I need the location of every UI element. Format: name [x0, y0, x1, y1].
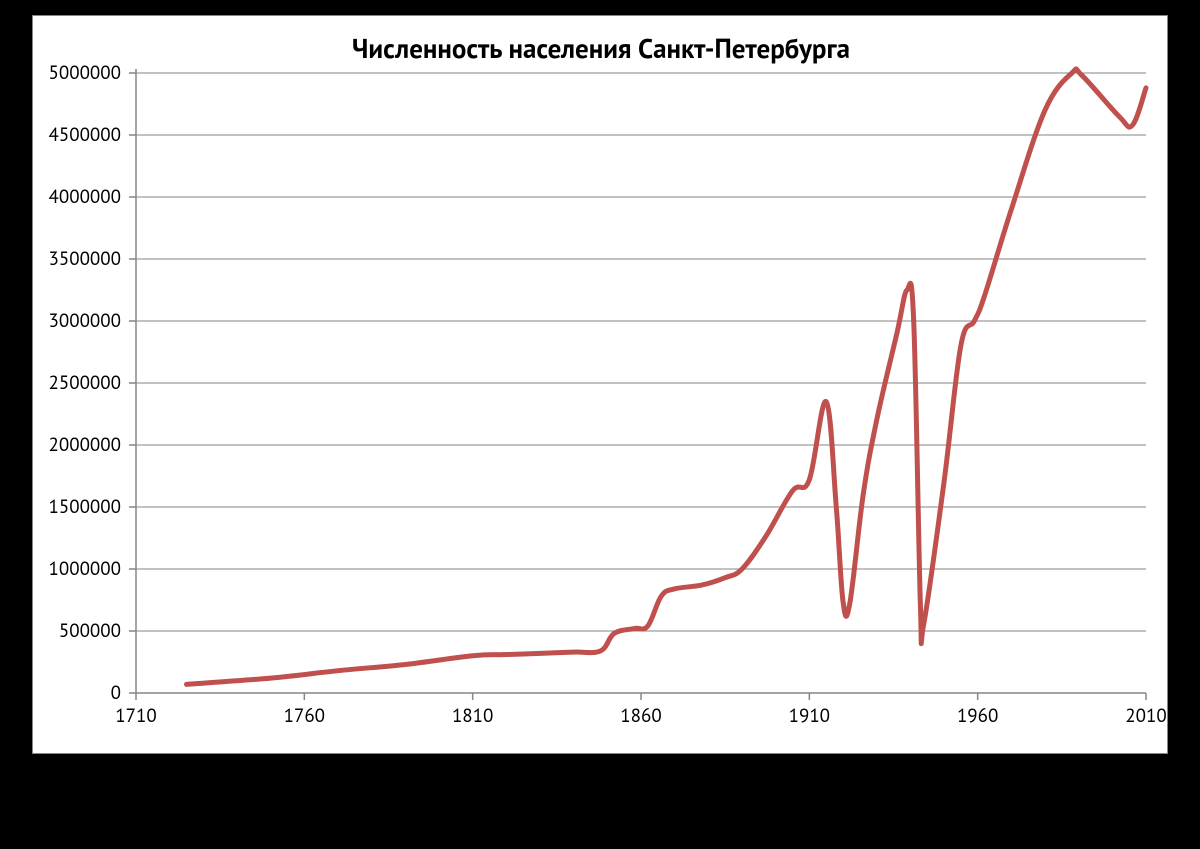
y-tick-label: 3000000 — [49, 309, 122, 333]
y-tick-label: 3500000 — [49, 247, 122, 271]
x-tick-label: 2010 — [1121, 704, 1171, 728]
y-tick-label: 2500000 — [49, 371, 122, 395]
chart-plot — [33, 16, 1169, 755]
y-tick-label: 1000000 — [49, 557, 122, 581]
x-tick-label: 1860 — [616, 704, 666, 728]
x-tick-label: 1810 — [448, 704, 498, 728]
y-tick-label: 1500000 — [49, 495, 122, 519]
y-tick-label: 500000 — [59, 619, 121, 643]
y-tick-label: 5000000 — [49, 61, 122, 85]
y-tick-label: 4500000 — [49, 123, 122, 147]
y-tick-label: 0 — [111, 681, 121, 705]
chart-panel: Численность населения Санкт-Петербурга 0… — [32, 15, 1168, 754]
y-tick-label: 2000000 — [49, 433, 122, 457]
y-tick-label: 4000000 — [49, 185, 122, 209]
x-tick-label: 1710 — [111, 704, 161, 728]
x-tick-label: 1760 — [279, 704, 329, 728]
x-tick-label: 1960 — [953, 704, 1003, 728]
x-tick-label: 1910 — [784, 704, 834, 728]
